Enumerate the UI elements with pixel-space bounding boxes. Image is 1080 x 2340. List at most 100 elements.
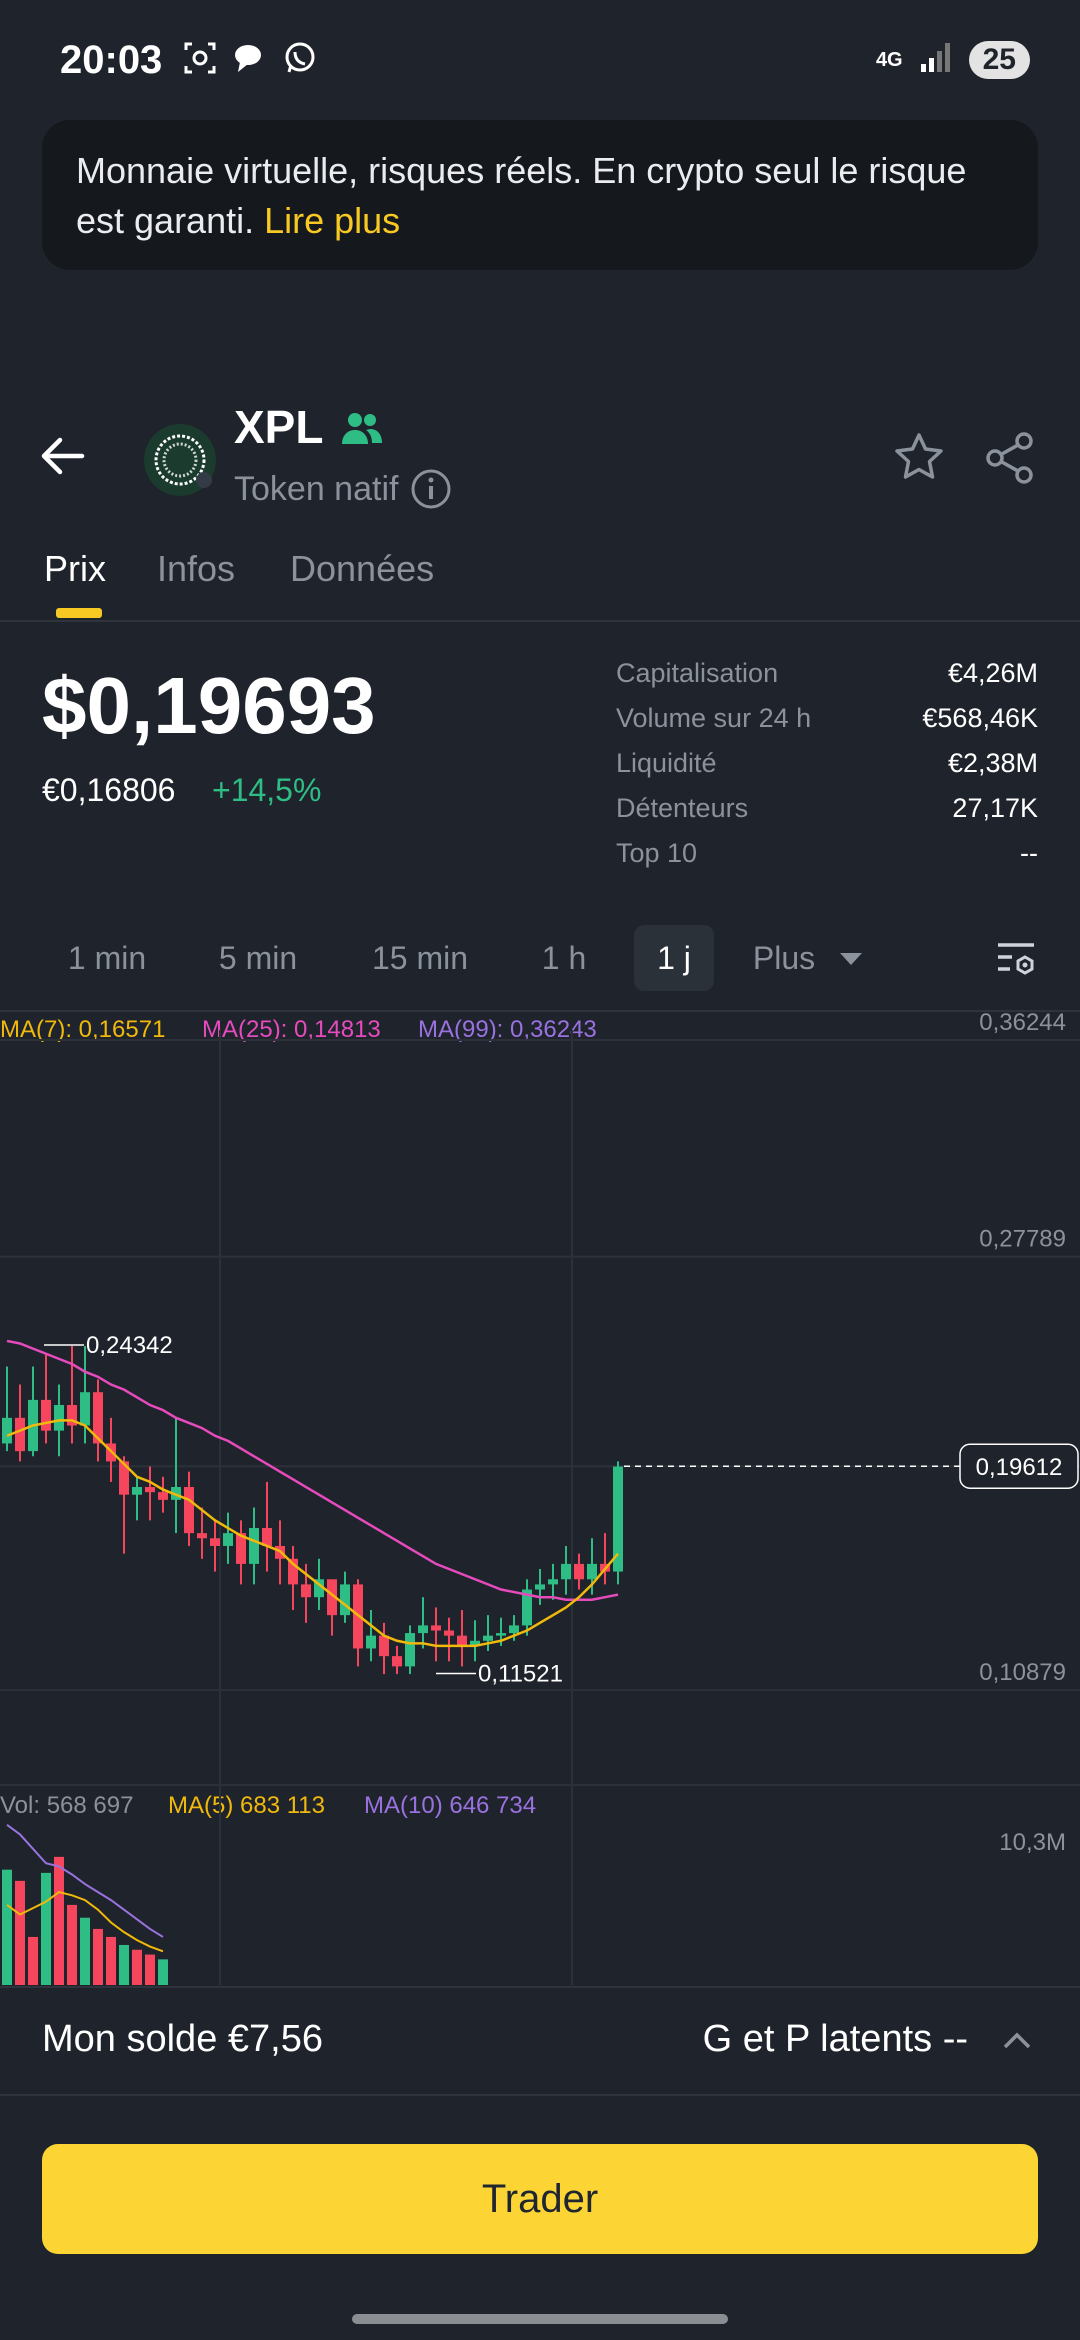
candle-body [288, 1558, 298, 1585]
stat-value: 27,17K [952, 793, 1038, 823]
stat-label: Capitalisation [616, 658, 779, 688]
candle-body [561, 1563, 571, 1580]
candle-body [236, 1533, 246, 1564]
tab-infos[interactable]: Infos [157, 548, 236, 589]
tab-donnees[interactable]: Données [290, 548, 435, 589]
balance-bar[interactable]: Mon solde €7,56 G et P latents -- [0, 1986, 1080, 2096]
stat-row-top10: Top 10 -- [616, 838, 1038, 883]
candle-body [249, 1528, 259, 1564]
candle-body [366, 1635, 376, 1649]
ma7-line [6, 1419, 619, 1648]
stat-value: €2,38M [947, 748, 1038, 778]
candle-body [93, 1392, 103, 1444]
volume-bar [158, 1959, 168, 1985]
y-axis-label: 0,10879 [979, 1659, 1066, 1686]
stat-row-market-cap: Capitalisation €4,26M [616, 658, 1038, 703]
candle-body [197, 1533, 207, 1539]
candle-body [522, 1589, 532, 1626]
stat-value: -- [1020, 838, 1038, 868]
volume-ma10-line [6, 1824, 164, 1938]
current-price-tag [959, 1443, 1079, 1489]
y-axis-label: 0,36244 [979, 1010, 1066, 1036]
volume-bar [54, 1856, 64, 1985]
low-price-label: 0,11521 [478, 1661, 563, 1688]
share-icon[interactable] [982, 430, 1038, 486]
candle-body [327, 1579, 337, 1616]
candle-body [496, 1633, 506, 1636]
volume-label: Vol: 568 697 [0, 1792, 134, 1819]
stat-row-liquidity: Liquidité €2,38M [616, 748, 1038, 793]
interval-1h[interactable]: 1 h [541, 940, 587, 976]
chevron-down-icon[interactable] [840, 953, 862, 965]
candle-body [392, 1656, 402, 1667]
volume-bar [132, 1949, 142, 1985]
chevron-up-icon[interactable] [1000, 2024, 1034, 2058]
legend-ma99: MA(99): 0,36243 [418, 1016, 597, 1043]
stat-label: Liquidité [616, 748, 717, 778]
candle-body [301, 1584, 311, 1598]
stats-panel: Capitalisation €4,26M Volume sur 24 h €568… [616, 658, 1038, 883]
volume-axis-label: 10,3M [999, 1829, 1066, 1856]
candle-body [574, 1563, 584, 1580]
battery-indicator: 25 [968, 40, 1030, 79]
volume-bar [15, 1880, 25, 1985]
candle-body [548, 1579, 558, 1585]
candle-body [145, 1487, 155, 1493]
candle-body [535, 1584, 545, 1590]
price-change: +14,5% [212, 772, 322, 808]
price-eur: €0,16806 [42, 772, 176, 808]
whatsapp-icon [282, 40, 318, 76]
chat-icon [232, 40, 268, 76]
volume-ma5-label: MA(5) 683 113 [168, 1792, 325, 1819]
chart-settings-icon[interactable] [996, 939, 1038, 981]
candle-body [15, 1417, 25, 1452]
candle-body [314, 1579, 324, 1598]
tab-prix[interactable]: Prix [44, 548, 106, 589]
interval-15min[interactable]: 15 min [371, 940, 469, 976]
interval-1min[interactable]: 1 min [67, 940, 147, 976]
candle-body [470, 1640, 480, 1646]
interval-more[interactable]: Plus [752, 940, 816, 976]
trade-button[interactable]: Trader [42, 2144, 1038, 2254]
status-time: 20:03 [60, 38, 163, 82]
active-tab-indicator [56, 608, 102, 618]
volume-bar [2, 1869, 12, 1985]
home-indicator[interactable] [352, 2314, 728, 2324]
stat-label: Volume sur 24 h [616, 703, 812, 733]
candle-body [483, 1635, 493, 1641]
interval-5min[interactable]: 5 min [218, 940, 298, 976]
favorite-star-icon[interactable] [892, 430, 946, 484]
token-logo [140, 420, 220, 500]
candle-body [262, 1528, 272, 1546]
status-bar: 20:03 4G 25 [0, 0, 1080, 120]
legend-ma7: MA(7): 0,16571 [0, 1016, 166, 1043]
interval-1d[interactable]: 1 j [634, 925, 714, 991]
volume-bar [93, 1928, 103, 1985]
banner-text: Monnaie virtuelle, risques réels. En cry… [76, 150, 967, 241]
legend-ma25: MA(25): 0,14813 [202, 1016, 381, 1043]
candle-body [210, 1538, 220, 1546]
candle-body [158, 1492, 168, 1500]
candle-body [41, 1399, 51, 1431]
volume-ma5-line [6, 1891, 164, 1953]
candle-body [132, 1487, 142, 1495]
network-indicator: 4G [875, 48, 903, 71]
balance-text: Mon solde €7,56 [42, 2018, 323, 2060]
candle-body [457, 1635, 467, 1646]
back-arrow-icon[interactable] [36, 430, 88, 482]
volume-bar [145, 1954, 155, 1985]
chart-divider [0, 1010, 1080, 1012]
current-price-label: 0,19612 [976, 1454, 1063, 1481]
y-axis-label: 0,27789 [979, 1226, 1066, 1253]
status-right: 4G 25 [876, 40, 1030, 79]
signal-icon [919, 40, 953, 79]
screenshot-icon [182, 40, 218, 76]
community-icon [340, 408, 384, 452]
token-subtitle: Token natif [234, 470, 399, 508]
stat-row-volume: Volume sur 24 h €568,46K [616, 703, 1038, 748]
info-icon[interactable] [410, 468, 452, 510]
volume-bar [119, 1944, 129, 1985]
price-chart[interactable]: MA(7): 0,16571 MA(25): 0,14813 MA(99): 0… [0, 1010, 1080, 1985]
read-more-link[interactable]: Lire plus [264, 200, 401, 241]
volume-bar [41, 1872, 51, 1985]
